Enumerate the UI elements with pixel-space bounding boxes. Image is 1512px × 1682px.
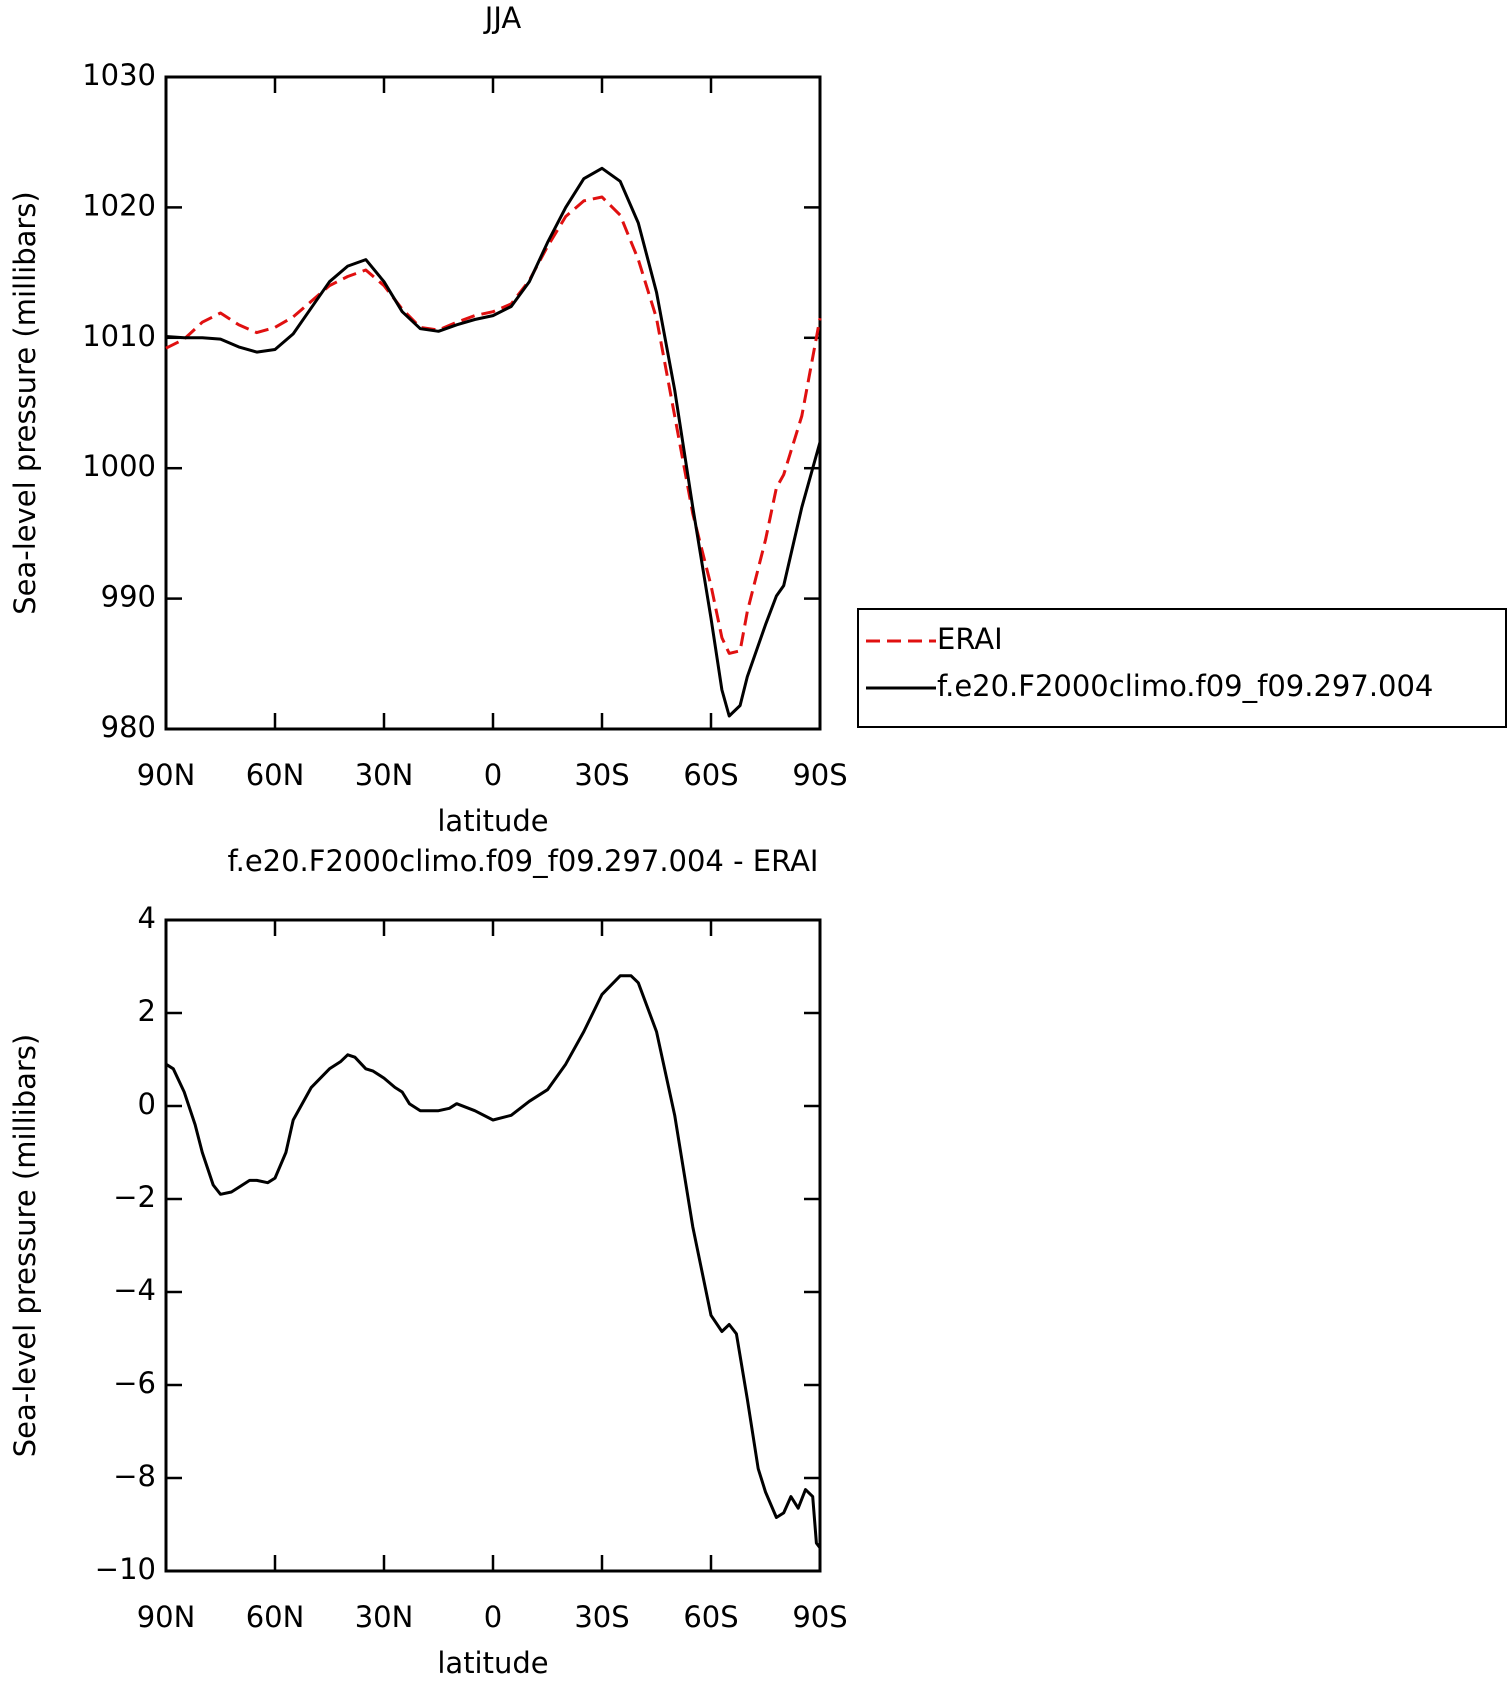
- x-axis-label: latitude: [437, 1646, 548, 1680]
- y-tick-label: 2: [138, 994, 156, 1028]
- x-tick-label: 60S: [683, 1600, 738, 1634]
- y-tick-label: 980: [101, 710, 156, 744]
- x-tick-label: 30N: [355, 1600, 414, 1634]
- x-tick-label: 30S: [574, 1600, 629, 1634]
- y-tick-label: −8: [113, 1459, 156, 1493]
- legend-label: ERAI: [937, 622, 1003, 656]
- y-tick-label: −4: [113, 1273, 156, 1307]
- x-tick-label: 60N: [246, 758, 305, 792]
- x-tick-label: 60N: [246, 1600, 305, 1634]
- x-tick-label: 30S: [574, 758, 629, 792]
- legend-box: [857, 608, 1507, 728]
- x-tick-label: 0: [484, 1600, 502, 1634]
- x-tick-label: 60S: [683, 758, 738, 792]
- x-tick-label: 30N: [355, 758, 414, 792]
- x-axis-label: latitude: [437, 804, 548, 838]
- x-tick-label: 90N: [137, 758, 196, 792]
- x-tick-label: 0: [484, 758, 502, 792]
- y-tick-label: 0: [138, 1087, 156, 1121]
- y-tick-label: 990: [101, 580, 156, 614]
- y-axis-label: Sea-level pressure (millibars): [8, 1034, 42, 1457]
- legend-label: f.e20.F2000climo.f09_f09.297.004: [937, 669, 1433, 703]
- y-tick-label: −6: [113, 1366, 156, 1400]
- series-line: [165, 166, 822, 718]
- y-tick-label: 1010: [82, 319, 156, 353]
- y-tick-label: 4: [138, 901, 156, 935]
- x-tick-label: 90N: [137, 1600, 196, 1634]
- y-tick-label: −10: [95, 1552, 156, 1586]
- y-axis-label: Sea-level pressure (millibars): [8, 191, 42, 614]
- x-tick-label: 90S: [792, 1600, 847, 1634]
- series-line: [165, 974, 822, 1549]
- y-tick-label: 1000: [82, 449, 156, 483]
- x-tick-label: 90S: [792, 758, 847, 792]
- y-tick-label: 1030: [82, 58, 156, 92]
- plot-frame: [164, 918, 822, 1573]
- chart-title: JJA: [483, 1, 522, 35]
- chart-title: f.e20.F2000climo.f09_f09.297.004 - ERAI: [228, 844, 819, 878]
- y-tick-label: 1020: [82, 188, 156, 222]
- y-tick-label: −2: [113, 1180, 156, 1214]
- series-line: [165, 195, 822, 655]
